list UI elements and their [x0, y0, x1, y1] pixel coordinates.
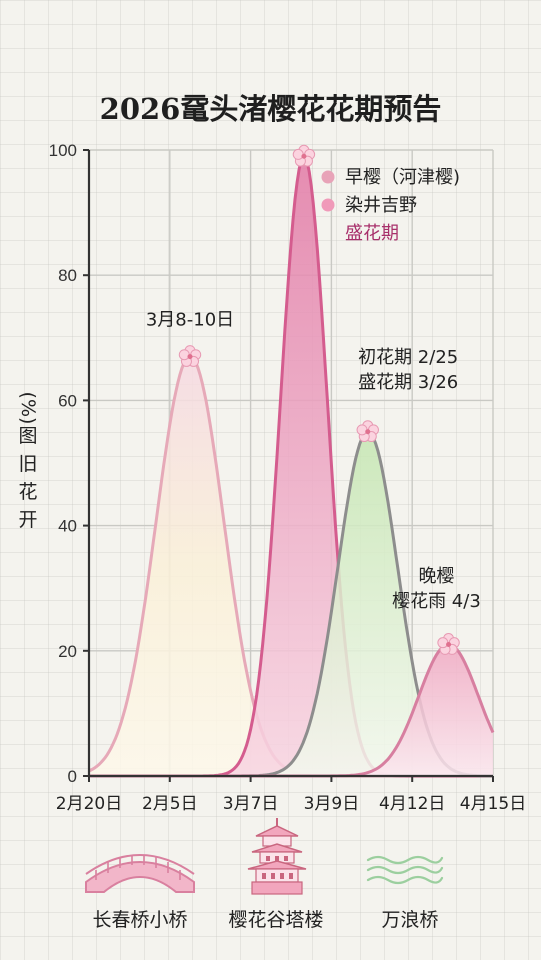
x-tick-label: 3月9日 [304, 794, 360, 814]
y-tick-label: 60 [58, 391, 77, 410]
blossom-marker [356, 420, 379, 443]
annotation-text: 盛花期 3/26 [358, 372, 458, 393]
y-axis-label: (%) [17, 392, 39, 425]
legend-swatch [321, 198, 335, 212]
legend-label: 盛花期 [345, 223, 399, 244]
series-area [89, 356, 493, 776]
annotation-text: 晚樱 [418, 566, 454, 587]
blossom-center [446, 642, 452, 648]
y-axis-label: 开 [18, 509, 37, 531]
blossom-center [187, 354, 193, 360]
bridge-icon [85, 854, 195, 893]
blossom-marker [292, 144, 316, 167]
blossom-marker [178, 345, 202, 367]
y-tick-label: 100 [49, 141, 77, 160]
x-tick-label: 4月12日 [379, 794, 445, 814]
x-tick-label: 4月15日 [460, 794, 526, 814]
annotation-text: 樱花雨 4/3 [392, 591, 481, 612]
series-area [89, 644, 493, 776]
x-tick-label: 2月20日 [56, 794, 122, 814]
x-tick-label: 3月7日 [223, 794, 279, 814]
y-axis-label: 旧 [18, 453, 37, 475]
y-tick-label: 40 [58, 517, 77, 536]
pagoda-icon [247, 818, 307, 895]
annotation-text: 3月8-10日 [146, 309, 234, 330]
legend-label: 早樱（河津樱) [345, 167, 460, 188]
y-tick-label: 20 [58, 642, 77, 661]
waves-icon [366, 855, 444, 885]
legend-label: 染井吉野 [345, 195, 417, 216]
x-tick-label: 2月5日 [142, 794, 198, 814]
y-tick-label: 80 [58, 266, 77, 285]
legend-swatch [321, 170, 335, 184]
blossom-marker [437, 633, 460, 655]
footer-label-bridge: 长春桥小桥 [92, 909, 188, 931]
y-tick-label: 0 [68, 767, 77, 786]
blossom-petal [356, 424, 368, 436]
footer-label-waves: 万浪桥 [381, 909, 439, 931]
page-title: 2026鼋头渚樱花花期预告 [99, 92, 442, 126]
series-area [89, 431, 493, 776]
footer-label-pagoda: 樱花谷塔楼 [228, 909, 324, 931]
y-axis-label: 花 [18, 481, 37, 503]
blossom-center [365, 429, 371, 435]
annotation-text: 初花期 2/25 [358, 347, 458, 368]
y-axis-label: 图 [18, 425, 37, 447]
blossom-center [301, 153, 307, 159]
series-area [89, 156, 493, 777]
blossom-petal [437, 637, 449, 649]
blossom-petal [292, 148, 304, 160]
blossom-petal [178, 349, 190, 361]
